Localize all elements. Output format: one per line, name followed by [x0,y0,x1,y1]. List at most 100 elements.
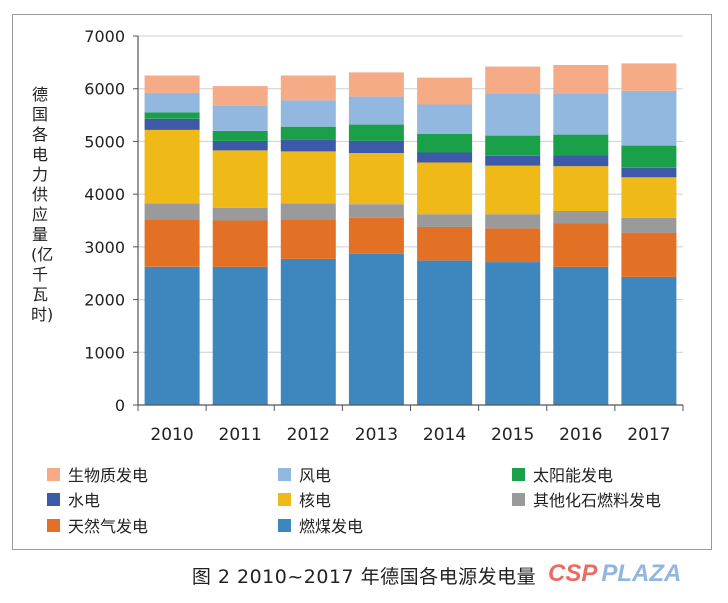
bar-segment [485,66,541,94]
legend-label: 其他化石燃料发电 [533,491,662,510]
bar-segment [621,90,677,146]
legend-swatch [47,467,60,481]
legend-swatch [278,467,291,481]
bar-segment [621,167,677,178]
x-tick-label: 2012 [287,425,330,445]
bar-segment [348,124,404,141]
bar-segment [280,139,336,152]
bar-segment [553,155,609,167]
y-tick-label: 4000 [84,185,125,204]
bar-segment [212,130,268,141]
legend-swatch [47,518,60,532]
bar-segment [212,140,268,151]
legend-label: 核电 [299,491,332,510]
bar-segment [144,118,200,130]
bar-segment [144,219,200,267]
bar-segment [280,75,336,101]
bar-segment [144,92,200,113]
watermark-part1: CSP [548,560,598,587]
bar-segment [348,140,404,153]
x-tick-label: 2014 [423,425,466,445]
legend-swatch [278,492,291,506]
y-tick-label: 1000 [84,343,125,362]
bar-segment [280,126,336,140]
legend-swatch [47,492,60,506]
legend-swatch [512,467,525,481]
bar-segment [553,134,609,156]
bar-segment [348,153,404,205]
y-tick-label: 3000 [84,238,125,257]
bar-segment [348,96,404,125]
bar-segment [485,228,541,263]
bar-segment [553,94,609,135]
x-tick-label: 2011 [219,425,262,445]
legend-swatch [512,492,525,506]
bar-segment [417,104,473,134]
bar-segment [417,214,473,227]
watermark-logo: CSP PLAZA [548,560,681,588]
bar-segment [417,77,473,105]
axes [133,35,684,411]
figure-border [12,14,712,550]
bar-segment [485,214,541,229]
y-tick-label: 2000 [84,291,125,310]
bar-segment [621,276,677,405]
bar-segment [485,165,541,215]
bar-segment [212,266,268,405]
bar-segment [144,203,200,220]
figure-caption: 图 2 2010~2017 年德国各电源发电量 [191,566,537,588]
legend-item: 核电 [278,489,332,510]
x-tick-label: 2015 [491,425,534,445]
x-tick-labels: 2010 2011 2012 2013 2014 2015 2016 2017 [150,425,670,445]
bar-segment [485,262,541,405]
legend-item: 生物质发电 [47,464,149,485]
y-axis-label: 德国各电力供应量(亿千瓦时) [30,85,54,325]
bar-segment [280,219,336,259]
bar-segment [485,135,541,156]
bar-segment [280,203,336,220]
legend-item: 水电 [47,489,101,510]
bar-segment [348,253,404,405]
bar-segment [417,162,473,215]
x-tick-label: 2017 [627,425,670,445]
bar-segment [417,226,473,261]
y-tick-label: 6000 [84,80,125,99]
y-tick-label: 7000 [84,27,125,46]
bar-segment [417,260,473,405]
y-tick-labels: 0 1000 2000 3000 4000 5000 6000 7000 [84,27,125,415]
bar-segment [485,94,541,136]
y-tick-label: 5000 [84,132,125,151]
bar-segment [212,207,268,221]
legend-label: 天然气发电 [68,517,149,536]
bar-segment [621,145,677,168]
watermark-part2: PLAZA [601,560,682,587]
x-tick-label: 2013 [355,425,398,445]
bar-segment [621,63,677,91]
legend-item: 天然气发电 [47,515,149,536]
bar-segment [348,204,404,218]
bar-segment [348,217,404,254]
bar-segment [212,220,268,267]
x-tick-label: 2016 [559,425,602,445]
legend-label: 燃煤发电 [299,517,364,536]
legend-item: 太阳能发电 [512,464,613,485]
bar-segment [621,217,677,233]
legend-item: 燃煤发电 [278,515,364,536]
legend-label: 生物质发电 [68,466,149,485]
bar-stacks [144,63,677,405]
bar-segment [621,177,677,218]
bar-segment [144,266,200,405]
legend-label: 水电 [68,491,101,510]
bar-segment [212,86,268,106]
bar-segment [553,166,609,211]
x-tick-label: 2010 [150,425,193,445]
bar-segment [280,151,336,204]
bar-segment [553,223,609,267]
legend-item: 其他化石燃料发电 [512,489,662,510]
bar-segment [485,155,541,166]
y-tick-label: 0 [115,396,125,415]
bar-segment [280,259,336,405]
bar-segment [553,211,609,224]
y-axis-label-text: 德国各电力供应量(亿千瓦时) [31,85,54,324]
